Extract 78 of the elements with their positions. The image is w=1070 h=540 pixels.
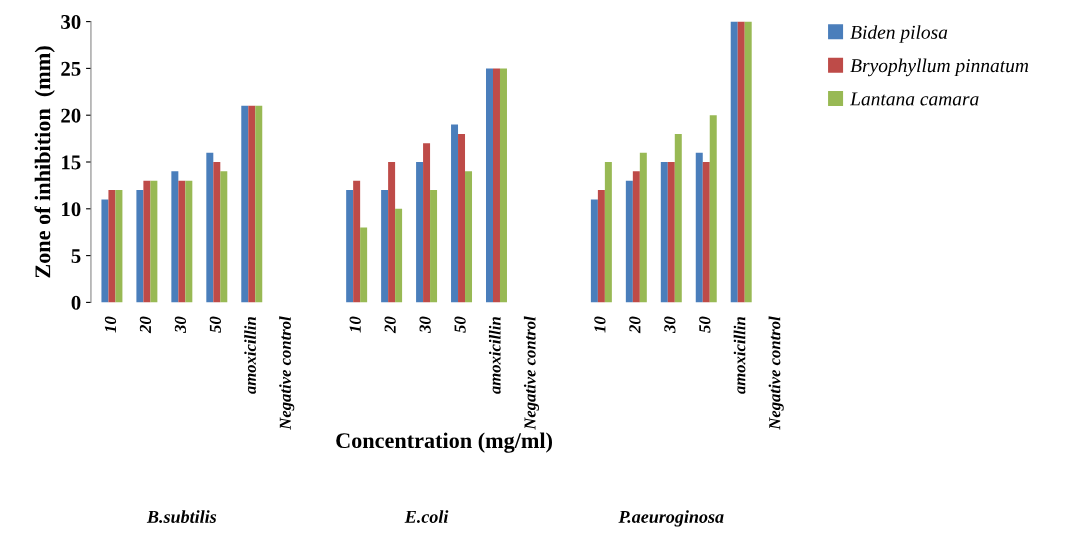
bar	[730, 21, 738, 303]
x-tick-label: 20	[629, 316, 641, 334]
bar	[360, 227, 368, 303]
legend-label: Biden pilosa	[850, 25, 948, 43]
bar	[206, 152, 214, 303]
legend-label: Bryophyllum pinnatum	[850, 58, 1029, 77]
x-tick-label: 10	[349, 316, 361, 333]
y-tick-label: 25	[61, 61, 81, 76]
y-tick-label: 30	[61, 14, 81, 30]
bar	[213, 162, 221, 303]
bar	[639, 152, 647, 303]
x-tick-label: amoxicillin	[488, 317, 501, 394]
y-tick-label: 0	[71, 295, 81, 310]
bar	[185, 180, 193, 303]
x-tick-label: 50	[454, 316, 466, 333]
y-tick-label: 20	[61, 108, 81, 123]
legend-label: Lantana camara	[849, 92, 979, 106]
x-tick-label: 30	[419, 316, 431, 334]
x-tick-label: 30	[174, 316, 187, 334]
bar	[709, 115, 717, 303]
bar	[241, 105, 249, 303]
bar	[695, 152, 703, 303]
bar	[381, 190, 389, 303]
bar	[416, 162, 424, 303]
bar	[465, 171, 473, 303]
y-tick-label: 15	[62, 155, 81, 170]
bar	[667, 162, 675, 303]
bar	[486, 68, 493, 303]
bar	[143, 180, 151, 303]
bar	[101, 199, 109, 303]
y-tick-label: 5	[71, 249, 81, 264]
bar	[632, 171, 640, 303]
x-tick-label: Negative control	[768, 316, 784, 430]
y-axis-title: Zone of inhibition (mm)	[34, 46, 55, 278]
bar	[346, 190, 354, 303]
x-tick-label: 20	[139, 316, 152, 334]
bar	[737, 21, 745, 303]
bar	[660, 162, 668, 303]
x-tick-label: 10	[104, 316, 117, 333]
x-tick-label: 50	[209, 316, 221, 333]
bar	[702, 162, 710, 303]
bar	[150, 180, 158, 303]
x-tick-label: Negative control	[523, 316, 540, 430]
bar	[674, 133, 682, 303]
bar	[353, 180, 361, 303]
x-tick-label: 30	[664, 316, 676, 334]
bar	[458, 133, 466, 303]
bar	[395, 208, 403, 303]
x-tick-label: amoxicillin	[733, 317, 746, 394]
bar	[178, 180, 186, 303]
y-tick-label: 10	[62, 202, 81, 217]
bar	[744, 21, 752, 303]
bar	[590, 199, 598, 303]
bar	[248, 105, 256, 303]
bar	[115, 190, 123, 303]
text: P.aeuroginosa	[618, 510, 724, 527]
x-axis-title: Concentration (mg/ml)	[336, 432, 553, 453]
bar	[136, 190, 144, 303]
x-tick-label: Negative control	[279, 316, 295, 430]
x-tick-label: amoxicillin	[244, 317, 256, 394]
bar	[430, 190, 438, 303]
bar	[492, 68, 500, 303]
x-tick-label: 20	[384, 316, 396, 334]
text: B.subtilis	[146, 510, 217, 523]
bar	[108, 190, 116, 303]
bar	[220, 171, 228, 303]
bar	[388, 162, 396, 303]
bar	[499, 68, 507, 303]
x-tick-label: 50	[699, 316, 711, 333]
text: E.coli	[404, 510, 449, 523]
bar	[171, 171, 179, 303]
bar	[604, 162, 612, 303]
bar	[423, 143, 431, 303]
x-tick-label: 10	[594, 316, 606, 333]
bar	[625, 180, 633, 303]
bar	[451, 124, 459, 303]
bar	[255, 105, 263, 303]
bar	[597, 190, 605, 303]
